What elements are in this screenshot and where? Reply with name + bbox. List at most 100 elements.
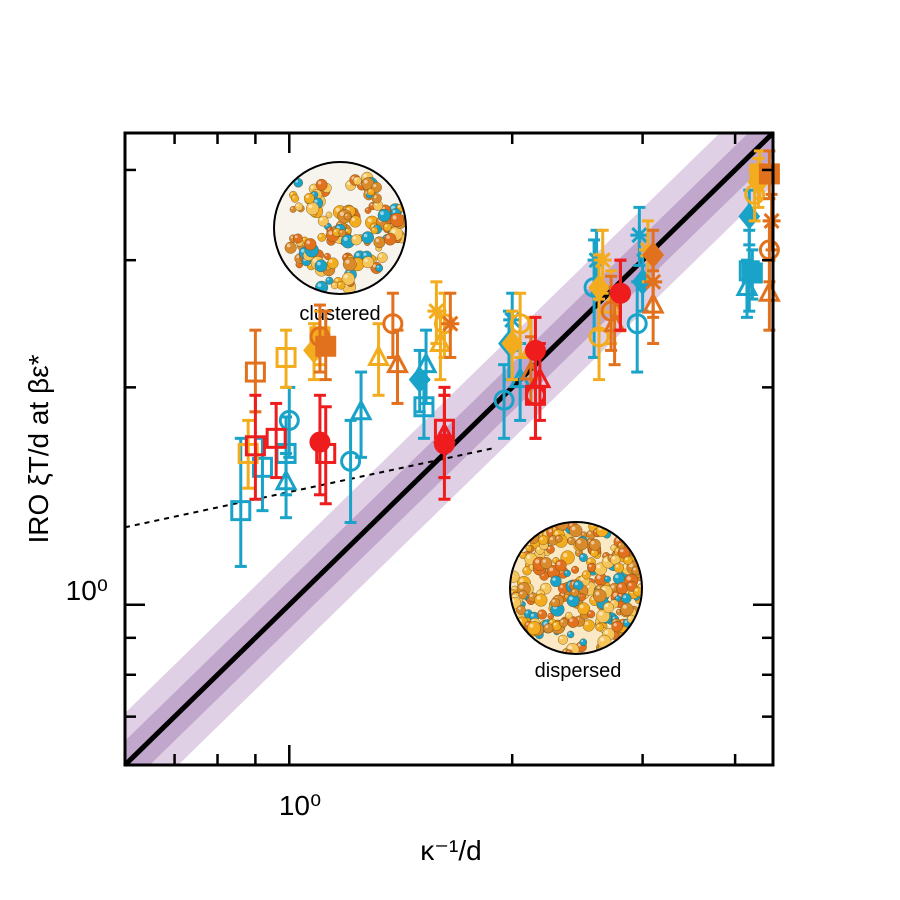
sphere xyxy=(376,252,388,263)
marker-star xyxy=(441,314,460,333)
sphere xyxy=(571,565,579,574)
sphere-highlight xyxy=(540,537,543,540)
marker-diamond xyxy=(408,366,431,393)
sphere-highlight xyxy=(372,264,377,268)
sphere-highlight xyxy=(542,559,546,563)
sphere xyxy=(375,264,384,273)
marker-star xyxy=(593,251,612,270)
sphere-highlight xyxy=(588,559,591,562)
sphere-highlight xyxy=(392,215,397,220)
sphere-highlight xyxy=(535,559,540,564)
sphere-highlight xyxy=(379,254,383,258)
sphere-highlight xyxy=(328,231,333,235)
sphere-highlight xyxy=(539,611,542,615)
sphere-highlight xyxy=(548,529,552,533)
sphere-highlight xyxy=(339,211,345,216)
sphere xyxy=(352,176,362,186)
sphere xyxy=(367,188,375,196)
marker-circle xyxy=(433,433,455,455)
sphere-highlight xyxy=(553,558,556,561)
sphere-highlight xyxy=(566,613,569,616)
sphere-highlight xyxy=(552,599,555,603)
sphere-highlight xyxy=(545,625,549,628)
y-tick-label: 10⁰ xyxy=(66,575,108,606)
sphere-highlight xyxy=(327,213,329,215)
sphere-highlight xyxy=(596,564,601,569)
marker-square xyxy=(244,361,266,383)
sphere xyxy=(361,231,375,244)
x-axis-title: κ⁻¹/d xyxy=(420,835,481,866)
sphere-highlight xyxy=(363,174,367,178)
sphere-highlight xyxy=(615,574,619,579)
sphere-highlight xyxy=(375,238,380,242)
sphere-highlight xyxy=(352,236,357,240)
sphere-highlight xyxy=(571,526,576,531)
sphere-highlight xyxy=(343,255,346,258)
sphere xyxy=(284,241,297,254)
sphere-highlight xyxy=(624,620,628,623)
sphere xyxy=(581,570,591,580)
sphere xyxy=(373,236,386,249)
sphere xyxy=(554,559,567,572)
sphere-highlight xyxy=(589,564,592,568)
sphere-highlight xyxy=(384,224,388,227)
sphere-highlight xyxy=(611,545,614,548)
sphere-highlight xyxy=(617,610,620,612)
sphere xyxy=(563,569,571,577)
sphere-highlight xyxy=(612,556,616,560)
sphere-highlight xyxy=(347,181,351,185)
sphere-highlight xyxy=(613,623,617,627)
sphere-highlight xyxy=(317,181,322,185)
sphere-highlight xyxy=(339,230,343,233)
sphere-highlight xyxy=(541,585,546,589)
sphere-highlight xyxy=(605,604,609,608)
sphere-highlight xyxy=(611,585,615,589)
marker-square xyxy=(741,262,763,284)
sphere-highlight xyxy=(380,211,384,216)
sphere-highlight xyxy=(292,196,295,199)
sphere-highlight xyxy=(568,538,572,541)
sphere xyxy=(557,634,568,645)
marker-square xyxy=(413,396,435,418)
sphere xyxy=(587,562,597,572)
sphere-highlight xyxy=(588,531,591,535)
sphere xyxy=(623,555,633,565)
marker-square xyxy=(315,335,337,357)
marker-circle xyxy=(278,409,300,431)
sphere xyxy=(370,226,379,235)
sphere xyxy=(543,623,554,634)
marker-triangle xyxy=(274,468,298,491)
sphere-highlight xyxy=(560,620,564,623)
sphere-highlight xyxy=(591,550,595,553)
marker-circle xyxy=(626,313,648,335)
sphere-highlight xyxy=(319,217,323,221)
axis-ticks xyxy=(123,133,773,767)
sphere xyxy=(317,232,327,242)
marker-diamond xyxy=(501,330,524,357)
sphere-highlight xyxy=(577,539,582,544)
series-red-circle-filled xyxy=(309,258,631,501)
sphere-highlight xyxy=(552,577,556,581)
sphere-highlight xyxy=(351,217,356,222)
sphere xyxy=(518,590,528,600)
sphere-highlight xyxy=(548,614,551,616)
sphere xyxy=(570,588,580,597)
sphere xyxy=(579,638,588,647)
sphere-highlight xyxy=(345,229,348,232)
dispersed-label: dispersed xyxy=(535,660,622,682)
sphere-highlight xyxy=(635,588,638,592)
sphere-highlight xyxy=(290,207,293,210)
sphere-highlight xyxy=(319,234,322,238)
sphere-highlight xyxy=(314,199,318,203)
sphere xyxy=(595,623,604,632)
sphere xyxy=(377,208,391,222)
marker-square xyxy=(758,163,780,185)
sphere-highlight xyxy=(391,229,396,234)
sphere-highlight xyxy=(580,577,584,581)
sphere-highlight xyxy=(317,261,321,266)
sphere xyxy=(314,259,328,273)
sphere-highlight xyxy=(556,536,559,539)
sphere xyxy=(555,535,563,543)
sphere-highlight xyxy=(537,591,541,594)
sphere-highlight xyxy=(317,283,322,287)
